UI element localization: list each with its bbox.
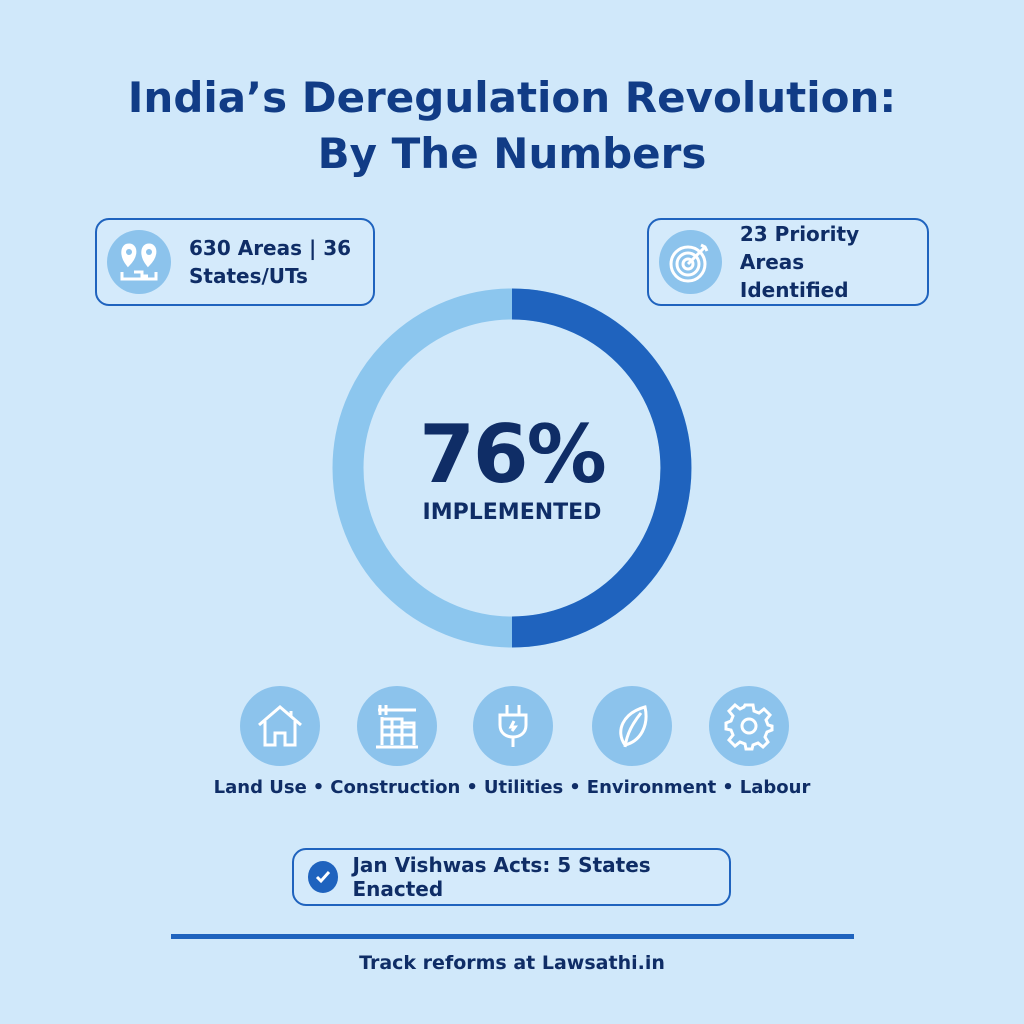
category-environment: Environment (586, 777, 717, 798)
category-land-use: Land Use (213, 777, 307, 798)
category-labour: Labour (739, 777, 811, 798)
separator: • (722, 777, 734, 798)
leaf-icon (592, 686, 672, 766)
target-icon (659, 230, 722, 294)
house-icon (240, 686, 320, 766)
building-icon (357, 686, 437, 766)
category-construction: Construction (330, 777, 461, 798)
separator: • (312, 777, 325, 798)
stat-card-priority: 23 Priority Areas Identified (647, 218, 929, 306)
plug-icon (473, 686, 553, 766)
category-labels: Land Use • Construction • Utilities • Environm… (0, 777, 1024, 798)
check-icon (308, 861, 339, 893)
progress-ring (332, 288, 692, 648)
category-utilities: Utilities (483, 777, 564, 798)
stat-priority-line-1: 23 Priority Areas (739, 222, 860, 274)
jan-vishwas-text: Jan Vishwas Acts: 5 States Enacted (352, 853, 651, 901)
implemented-label: IMPLEMENTED (422, 500, 602, 525)
stat-areas-line-1: 630 Areas | 36 (189, 236, 352, 260)
title-line-2: By The Numbers (317, 129, 707, 178)
separator: • (569, 777, 581, 798)
stat-areas-line-2: States/UTs (189, 264, 308, 288)
title-line-1: India’s Deregulation Revolution: (127, 73, 897, 122)
page-title: India’s Deregulation Revolution: By The … (0, 70, 1024, 182)
gear-icon (709, 686, 789, 766)
footer-text: Track reforms at Lawsathi.in (359, 952, 665, 974)
ring-fill (511, 288, 692, 648)
jan-vishwas-badge: Jan Vishwas Acts: 5 States Enacted (292, 848, 731, 906)
footer-divider (171, 934, 854, 939)
stat-priority-line-2: Identified (739, 278, 849, 302)
separator: • (466, 777, 478, 798)
map-pins-icon (107, 230, 171, 294)
stat-card-areas: 630 Areas | 36 States/UTs (95, 218, 375, 306)
implemented-percent: 76% (419, 408, 606, 501)
